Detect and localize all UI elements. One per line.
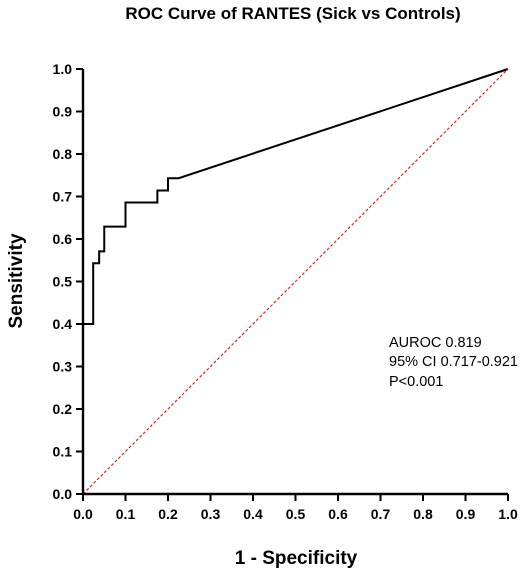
x-tick-label: 0.7 — [371, 506, 391, 522]
p-value-annotation: P<0.001 — [389, 374, 443, 390]
y-tick-label: 0.5 — [53, 274, 73, 290]
chart-title: ROC Curve of RANTES (Sick vs Controls) — [125, 4, 460, 23]
x-ticks: 0.0 0.1 0.2 0.3 0.4 0.5 0.6 0.7 0.8 0.9 1.0 — [73, 494, 518, 522]
y-ticks: 0.0 0.1 0.2 0.3 0.4 0.5 0.6 0.7 0.8 0.9 1.0 — [53, 61, 83, 502]
y-tick-label: 0.4 — [53, 316, 73, 332]
reference-line — [82, 68, 509, 495]
y-tick-label: 0.8 — [53, 146, 73, 162]
x-tick-label: 0.1 — [116, 506, 136, 522]
x-tick-label: 0.4 — [243, 506, 263, 522]
roc-curve — [83, 68, 509, 325]
y-tick-label: 0.0 — [53, 486, 73, 502]
y-tick-label: 0.7 — [53, 189, 73, 205]
x-tick-label: 0.9 — [456, 506, 476, 522]
plot-area: 0.0 0.1 0.2 0.3 0.4 0.5 0.6 0.7 0.8 0.9 1.0 0.0 0.1… — [53, 61, 518, 522]
x-axis-label: 1 - Specificity — [235, 548, 358, 569]
y-tick-label: 0.3 — [53, 359, 73, 375]
ci-annotation: 95% CI 0.717-0.921 — [389, 354, 518, 370]
auroc-annotation: AUROC 0.819 — [389, 335, 482, 351]
annotation-block: AUROC 0.819 95% CI 0.717-0.921 P<0.001 — [389, 335, 518, 390]
y-axis-label: Sensitivity — [6, 233, 27, 328]
x-tick-label: 1.0 — [498, 506, 518, 522]
x-tick-label: 0.5 — [286, 506, 306, 522]
y-tick-label: 0.6 — [53, 231, 73, 247]
series-layer — [82, 68, 509, 495]
x-tick-label: 0.0 — [73, 506, 93, 522]
y-tick-label: 0.1 — [53, 444, 73, 460]
x-tick-label: 0.6 — [328, 506, 348, 522]
y-tick-label: 0.9 — [53, 104, 73, 120]
x-tick-label: 0.8 — [413, 506, 433, 522]
y-tick-label: 1.0 — [53, 61, 73, 77]
y-tick-label: 0.2 — [53, 401, 73, 417]
x-tick-label: 0.2 — [158, 506, 178, 522]
x-tick-label: 0.3 — [201, 506, 221, 522]
